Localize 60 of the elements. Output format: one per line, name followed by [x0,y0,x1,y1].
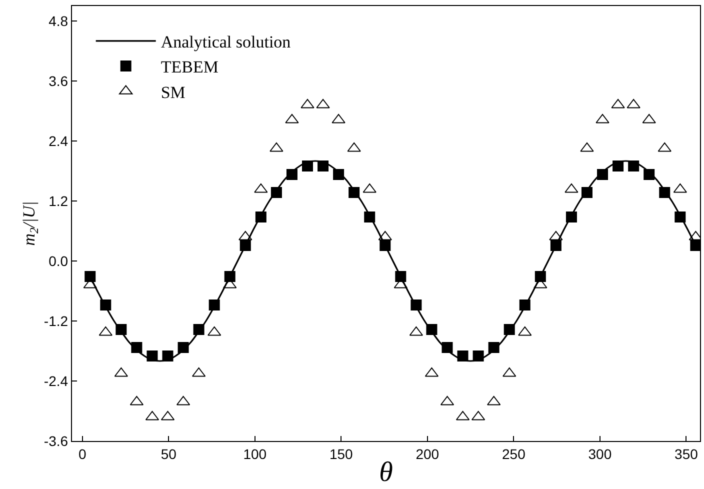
y-tick-label: -1.2 [44,312,68,329]
point [612,160,624,172]
point [333,169,344,180]
point [116,324,127,335]
point [472,350,484,362]
y-tick-label: 3.6 [48,72,68,89]
point [488,342,500,353]
x-tick-label: 250 [502,446,526,462]
point [597,169,608,180]
point [208,300,220,310]
point [100,300,112,310]
point [410,300,422,310]
point [550,240,562,251]
x-tick-label: 0 [78,446,86,462]
point [146,350,158,362]
point [270,187,282,198]
point [581,187,592,198]
point [659,187,670,198]
x-tick-label: 350 [674,446,698,462]
legend-label: Analytical solution [160,32,292,52]
point [84,271,96,282]
y-tick-label: 2.4 [48,132,68,149]
point [644,169,655,180]
point [193,324,204,335]
point [457,350,468,362]
x-tick-label: 100 [243,446,267,462]
x-tick-label: 150 [329,446,354,462]
point [178,342,189,353]
x-tick-label: 300 [588,446,612,462]
point [364,212,376,222]
y-tick-label: -2.4 [44,372,68,389]
point [690,240,700,251]
point [534,271,546,282]
legend-label: SM [160,82,186,102]
point [674,212,686,222]
point [286,169,298,180]
y-tick-label: 4.8 [48,12,68,29]
point [255,212,266,222]
point [426,324,438,335]
x-axis-title: θ [379,457,394,488]
point [566,212,577,222]
x-tick-label: 50 [160,446,177,462]
point [348,187,360,198]
y-tick-label: 0.0 [48,252,68,269]
point [131,342,142,353]
point [504,324,515,335]
point [519,300,530,310]
y-tick-label: -3.6 [44,432,68,449]
point [395,271,406,282]
point [442,342,453,353]
x-tick-label: 200 [416,446,440,462]
y-tick-label: 1.2 [48,192,68,209]
point [240,240,251,251]
point [162,350,174,362]
legend-label: TEBEM [160,58,218,77]
point [224,271,236,282]
point [628,160,640,172]
point [302,160,313,172]
point [380,240,391,251]
point [318,160,329,172]
